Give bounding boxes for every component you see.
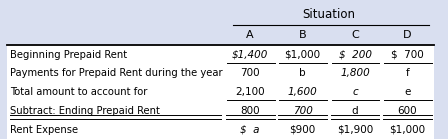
Text: 1,800: 1,800 (340, 68, 370, 78)
Text: $900: $900 (289, 125, 316, 135)
Text: c: c (352, 87, 358, 97)
Text: $1,000: $1,000 (389, 125, 426, 135)
Text: $  a: $ a (241, 125, 260, 135)
Text: 700: 700 (293, 106, 313, 116)
Text: 800: 800 (241, 106, 260, 116)
Text: d: d (352, 106, 358, 116)
Text: Situation: Situation (302, 8, 355, 21)
Text: A: A (246, 30, 254, 40)
Text: 1,600: 1,600 (288, 87, 318, 97)
Bar (7, 45, 434, 139)
Text: B: B (299, 30, 306, 40)
Text: C: C (351, 30, 359, 40)
Text: Payments for Prepaid Rent during the year: Payments for Prepaid Rent during the yea… (10, 68, 223, 78)
Text: $1,400: $1,400 (232, 50, 268, 59)
Text: Beginning Prepaid Rent: Beginning Prepaid Rent (10, 50, 127, 59)
Text: $1,000: $1,000 (284, 50, 321, 59)
Text: Subtract: Ending Prepaid Rent: Subtract: Ending Prepaid Rent (10, 106, 160, 116)
Text: D: D (403, 30, 412, 40)
Text: e: e (404, 87, 411, 97)
Text: $  200: $ 200 (339, 50, 371, 59)
Text: Rent Expense: Rent Expense (10, 125, 78, 135)
Text: Total amount to account for: Total amount to account for (10, 87, 147, 97)
Text: $1,900: $1,900 (337, 125, 373, 135)
Text: 600: 600 (398, 106, 417, 116)
Text: 700: 700 (241, 68, 260, 78)
Text: 2,100: 2,100 (235, 87, 265, 97)
Text: b: b (299, 68, 306, 78)
Text: $  700: $ 700 (391, 50, 424, 59)
Text: f: f (405, 68, 409, 78)
